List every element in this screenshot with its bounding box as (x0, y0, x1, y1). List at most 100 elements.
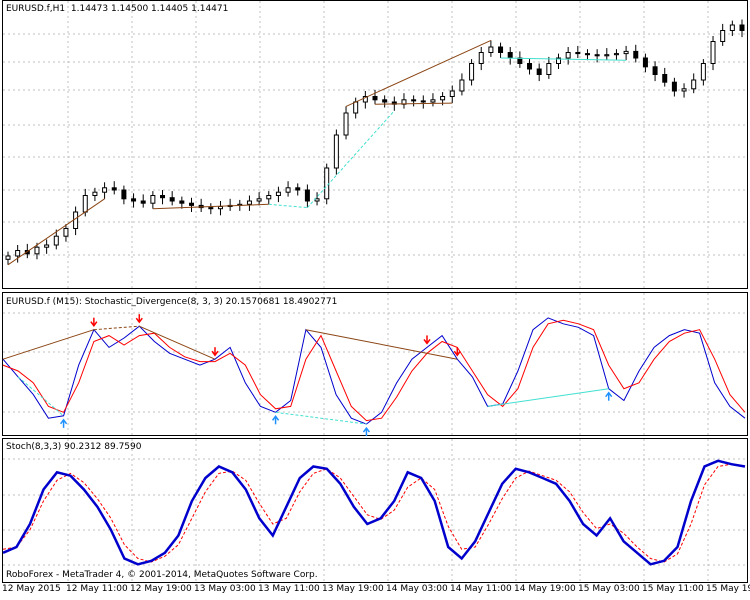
candle-body (662, 74, 668, 83)
symbol-label: EURUSD.f,H1 (6, 4, 66, 14)
divergence-support-line (275, 411, 367, 425)
candle-body (671, 81, 677, 92)
candle-body (34, 246, 40, 255)
candle-body (246, 200, 252, 205)
candle-body (333, 134, 339, 169)
candle-body (44, 244, 50, 248)
bearish-arrow (423, 338, 431, 345)
time-axis-label: 12 May 2015 (2, 584, 61, 594)
candle-body (324, 167, 330, 200)
candle-body (372, 96, 378, 101)
candle-body (53, 235, 59, 246)
bullish-arrow (605, 391, 613, 398)
stoch-divergence-label: EURUSD.f (M15): Stochastic_Divergence(8,… (6, 297, 338, 307)
candle-body (440, 96, 446, 101)
support-line (500, 57, 627, 61)
time-axis-label: 15 May 03:00 (578, 584, 640, 594)
time-axis: 12 May 2015 12 May 11:00 12 May 19:00 13 Ma… (0, 583, 750, 600)
candle-body (131, 198, 137, 202)
candle-body (720, 30, 726, 42)
candle-body (256, 198, 262, 202)
candle-body (613, 53, 619, 56)
time-axis-label: 14 May 03:00 (386, 584, 448, 594)
ohlc-values: 1.14473 1.14500 1.14405 1.14471 (70, 4, 229, 14)
candle-body (536, 68, 542, 75)
candle-body (285, 187, 291, 193)
trendline (152, 203, 269, 210)
candle-body (140, 200, 146, 204)
bullish-arrow (59, 418, 68, 425)
candle-body (15, 250, 21, 257)
candle-body (430, 99, 436, 103)
candle-body (739, 24, 745, 31)
divergence-trendline (93, 325, 140, 331)
stoch-pane[interactable] (2, 438, 748, 583)
candle-body (681, 88, 687, 92)
divergence-trendline (2, 329, 95, 360)
time-axis-label: 13 May 19:00 (322, 584, 384, 594)
trendline (345, 39, 492, 107)
symbol-ohlc-label: EURUSD.f,H1 1.14473 1.14500 1.14405 1.14… (6, 4, 228, 14)
candle-body (565, 52, 571, 59)
candle-body (63, 228, 69, 237)
candle-body (102, 187, 108, 193)
candle-body (362, 96, 368, 103)
candle-body (208, 207, 214, 210)
grid-lines (3, 1, 747, 583)
candle-body (217, 206, 223, 210)
candle-body (73, 211, 79, 229)
candle-body (169, 197, 175, 202)
time-axis-label: 15 May 11:00 (642, 584, 704, 594)
candle-body (691, 79, 697, 90)
candle-body (594, 54, 600, 57)
time-axis-label: 13 May 11:00 (258, 584, 320, 594)
trendline (374, 102, 453, 105)
bearish-arrow (90, 321, 98, 327)
divergence-signal-line (2, 319, 746, 422)
divergence-trendline (139, 325, 216, 360)
candle-body (343, 112, 349, 136)
support-line (268, 203, 308, 209)
candle-body (488, 46, 494, 53)
trendline (7, 198, 105, 266)
bearish-arrow (453, 350, 461, 357)
bullish-arrow (362, 426, 371, 433)
main-price-pane[interactable] (2, 0, 748, 289)
candle-body (295, 187, 301, 191)
divergence-trendline (305, 329, 458, 360)
stoch-signal-line (2, 463, 746, 563)
support-line (307, 110, 395, 208)
candle-body (111, 187, 117, 191)
bearish-arrow (211, 350, 219, 357)
candle-body (121, 189, 127, 200)
candle-body (546, 63, 552, 75)
divergence-series (2, 314, 746, 437)
candle-body (527, 63, 533, 70)
divergence-support-line (487, 388, 609, 407)
candle-body (507, 52, 513, 59)
candle-body (652, 66, 658, 76)
time-axis-label: 12 May 11:00 (66, 584, 128, 594)
candle-body (575, 52, 581, 55)
candle-body (5, 255, 11, 260)
candle-body (189, 202, 194, 206)
candle-body (498, 46, 504, 53)
time-axis-label: 15 May 19: (706, 584, 750, 594)
bullish-arrow (271, 415, 280, 421)
copyright-text: RoboForex - MetaTrader 4, © 2001-2014, M… (6, 570, 318, 580)
candle-body (275, 191, 281, 196)
divergence-main-line (2, 317, 746, 425)
candle-body (478, 52, 484, 64)
bearish-arrow (135, 317, 143, 324)
candle-body (150, 195, 156, 204)
time-axis-label: 14 May 19:00 (514, 584, 576, 594)
candle-body (459, 79, 465, 92)
stoch-divergence-pane[interactable] (2, 292, 748, 436)
candle-body (160, 195, 166, 199)
candle-body (623, 50, 629, 55)
stoch-series (2, 459, 746, 566)
candle-body (710, 41, 716, 64)
candle-body (179, 200, 185, 204)
candle-body (449, 90, 455, 97)
